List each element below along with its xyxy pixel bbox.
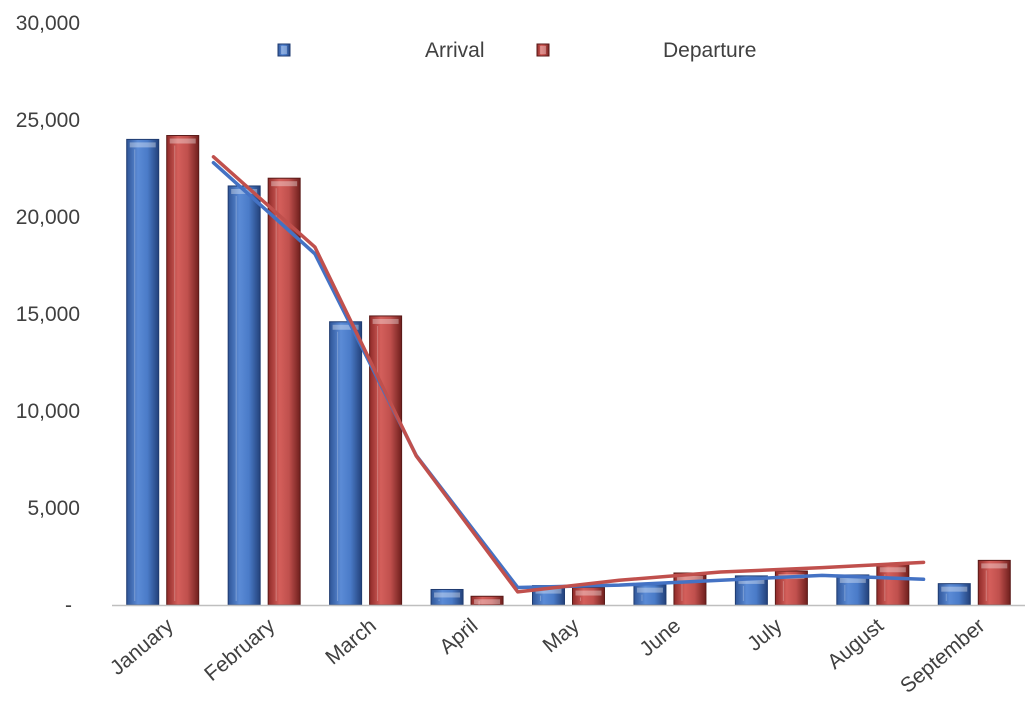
y-tick-label: - <box>65 594 72 617</box>
bar-bevel <box>535 588 562 594</box>
bar-bevel <box>271 181 298 187</box>
x-tick-label: June <box>635 614 685 661</box>
bar-bevel <box>676 575 703 581</box>
bar-body <box>126 138 160 606</box>
bar-bevel <box>636 587 663 593</box>
bar <box>369 315 403 606</box>
bar <box>430 588 464 606</box>
bar-body <box>977 559 1011 606</box>
bar-bevel <box>879 567 906 573</box>
y-tick-label: 10,000 <box>16 400 80 423</box>
x-tick-label: August <box>823 614 888 674</box>
x-tick-label: April <box>435 614 482 659</box>
bar-body <box>267 177 301 606</box>
bar <box>977 559 1011 606</box>
bar-body <box>166 135 200 606</box>
bar <box>633 584 667 606</box>
bar <box>572 587 605 606</box>
y-tick-label: 15,000 <box>16 303 80 326</box>
x-tick-label: September <box>896 614 989 698</box>
bar <box>227 185 261 606</box>
legend: Arrival Departure <box>277 39 756 62</box>
bar-bevel <box>129 142 156 148</box>
legend-swatch-bevel <box>540 46 546 54</box>
bar-body <box>876 563 910 606</box>
x-tick-label: March <box>321 614 380 669</box>
x-tick-label: May <box>539 614 585 657</box>
bar <box>937 583 971 606</box>
bars <box>126 135 1011 607</box>
legend-item-departure: Departure <box>536 39 756 62</box>
y-tick-label: 5,000 <box>27 497 80 520</box>
bar-bevel <box>474 599 501 604</box>
trendline-departure <box>211 155 926 594</box>
bar <box>734 575 768 606</box>
legend-swatch-bevel <box>281 46 287 54</box>
bar-body <box>572 587 605 606</box>
bar <box>166 135 200 606</box>
legend-swatch <box>536 43 550 57</box>
bar <box>673 572 707 606</box>
bar-bevel <box>332 324 359 330</box>
legend-swatch <box>277 43 291 57</box>
y-axis: - 5,000 10,000 15,000 20,000 25,000 30,000 <box>16 12 80 617</box>
bar-body <box>329 321 363 606</box>
bar-bevel <box>434 592 461 598</box>
y-tick-label: 30,000 <box>16 12 80 35</box>
x-axis: January February March April May June July Augu… <box>106 604 1025 698</box>
bar <box>836 574 870 606</box>
bar-bevel <box>981 563 1008 569</box>
bar-body <box>673 572 707 606</box>
legend-label: Departure <box>663 39 756 62</box>
bar-body <box>369 315 403 606</box>
bar-bevel <box>839 577 866 583</box>
trendlines <box>211 155 926 594</box>
x-tick-label: July <box>743 614 787 656</box>
trendline-arrival <box>211 160 926 590</box>
bar-body <box>227 185 261 606</box>
legend-label: Arrival <box>425 39 485 62</box>
bar-bevel <box>738 578 765 584</box>
y-tick-label: 25,000 <box>16 109 80 132</box>
x-tick-label: February <box>200 614 280 686</box>
y-tick-label: 20,000 <box>16 206 80 229</box>
bar-bevel <box>169 138 196 144</box>
legend-item-arrival: Arrival <box>277 39 485 62</box>
bar <box>876 563 910 606</box>
bar-bevel <box>575 590 602 596</box>
bar <box>329 321 363 606</box>
x-tick-label: January <box>106 614 178 680</box>
bar-bevel <box>372 318 399 324</box>
bar-bevel <box>941 586 968 592</box>
bar <box>126 138 160 606</box>
bar <box>267 177 301 606</box>
